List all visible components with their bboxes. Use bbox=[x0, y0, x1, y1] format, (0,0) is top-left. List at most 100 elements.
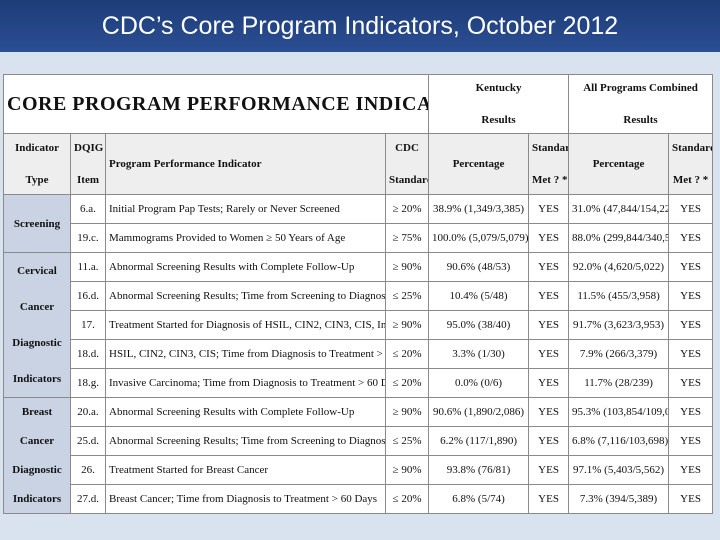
column-header: DQIG Item bbox=[70, 133, 106, 195]
ky-percentage: 100.0% (5,079/5,079) bbox=[428, 223, 530, 253]
indicator: Initial Program Pap Tests; Rarely or Nev… bbox=[105, 194, 386, 224]
header-text: Standard bbox=[672, 142, 713, 154]
type-line: Cervical bbox=[17, 265, 57, 277]
table-row: Cervical Cancer Diagnostic Indicators 11.a. A… bbox=[3, 252, 714, 398]
header-row: CORE PROGRAM PERFORMANCE INDICATORS Kent… bbox=[2, 74, 714, 134]
kentucky-header: Kentucky Results bbox=[428, 74, 570, 134]
indicator: Invasive Carcinoma; Time from Diagnosis … bbox=[105, 368, 386, 398]
table-row: 26. Treatment Started for Breast Cancer ≥ … bbox=[4, 455, 714, 485]
column-header: Standard Met ? * bbox=[528, 133, 570, 195]
header-text: Standard bbox=[532, 142, 568, 154]
all-met: YES bbox=[668, 339, 714, 369]
type-lines: Screening bbox=[5, 196, 70, 252]
all-percentage: 7.9% (266/3,379) bbox=[568, 339, 670, 369]
type-line: Breast bbox=[21, 406, 53, 419]
column-header: Percentage bbox=[568, 133, 670, 195]
standard: ≥ 20% bbox=[384, 194, 430, 224]
all-met: YES bbox=[668, 223, 714, 253]
all-header: All Programs Combined Results bbox=[568, 74, 714, 134]
standard: ≤ 20% bbox=[384, 484, 430, 514]
ky-percentage: 93.8% (76/81) bbox=[428, 455, 530, 485]
all-percentage: 97.1% (5,403/5,562) bbox=[568, 455, 670, 485]
table-title: CORE PROGRAM PERFORMANCE INDICATORS bbox=[2, 74, 430, 134]
ky-percentage: 38.9% (1,349/3,385) bbox=[428, 194, 530, 224]
all-percentage: 95.3% (103,854/109,026) bbox=[568, 397, 670, 427]
standard: ≥ 90% bbox=[384, 310, 430, 340]
table-row: 27.d. Breast Cancer; Time from Diagnosis … bbox=[4, 484, 714, 514]
header-text: All Programs Combined bbox=[583, 82, 698, 94]
indicator: Treatment Started for Breast Cancer bbox=[105, 455, 386, 485]
all-percentage: 11.7% (28/239) bbox=[568, 368, 670, 398]
type-lines: Cervical Cancer Diagnostic Indicators bbox=[5, 254, 70, 397]
type-line: Cancer bbox=[19, 301, 55, 313]
indicator-type: Cervical Cancer Diagnostic Indicators bbox=[3, 252, 71, 398]
ky-percentage: 95.0% (38/40) bbox=[428, 310, 530, 340]
indicator: Abnormal Screening Results; Time from Sc… bbox=[105, 426, 386, 456]
table-row: 18.d. HSIL, CIN2, CIN3, CIS; Time from Di… bbox=[4, 339, 714, 369]
standard: ≤ 25% bbox=[384, 281, 430, 311]
header-text: Item bbox=[77, 174, 99, 186]
type-line: Indicators bbox=[12, 373, 62, 385]
indicator: HSIL, CIN2, CIN3, CIS; Time from Diagnos… bbox=[105, 339, 386, 369]
all-met: YES bbox=[668, 310, 714, 340]
header-text: DQIG bbox=[74, 142, 104, 154]
item: 17. bbox=[70, 310, 106, 340]
all-met: YES bbox=[668, 484, 714, 514]
all-met: YES bbox=[668, 455, 714, 485]
type-line: Screening bbox=[13, 217, 61, 230]
ky-percentage: 6.2% (117/1,890) bbox=[428, 426, 530, 456]
table-row: 19.c. Mammograms Provided to Women ≥ 50 Y… bbox=[4, 223, 714, 253]
indicator-type: Breast Cancer Diagnostic Indicators bbox=[3, 397, 71, 514]
all-percentage: 88.0% (299,844/340,553) bbox=[568, 223, 670, 253]
item: 11.a. bbox=[70, 252, 106, 282]
table-wrap: CORE PROGRAM PERFORMANCE INDICATORS Kent… bbox=[2, 74, 714, 514]
type-line: Indicators bbox=[12, 492, 62, 505]
header-text: Met ? * bbox=[672, 174, 709, 186]
standard: ≤ 20% bbox=[384, 339, 430, 369]
column-header-row: Indicator Type DQIG Item Program Performan… bbox=[3, 133, 714, 195]
all-percentage: 6.8% (7,116/103,698) bbox=[568, 426, 670, 456]
item: 18.d. bbox=[70, 339, 106, 369]
column-header: Program Performance Indicator bbox=[105, 133, 386, 195]
all-met: YES bbox=[668, 397, 714, 427]
ky-met: YES bbox=[528, 426, 570, 456]
all-percentage: 7.3% (394/5,389) bbox=[568, 484, 670, 514]
standard: ≥ 90% bbox=[384, 252, 430, 282]
all-met: YES bbox=[668, 252, 714, 282]
ky-percentage: 3.3% (1/30) bbox=[428, 339, 530, 369]
header-text: Standard bbox=[389, 174, 428, 186]
type-line: Cancer bbox=[19, 435, 55, 448]
item: 25.d. bbox=[70, 426, 106, 456]
standard: ≥ 90% bbox=[384, 397, 430, 427]
ky-percentage: 90.6% (48/53) bbox=[428, 252, 530, 282]
ky-percentage: 6.8% (5/74) bbox=[428, 484, 530, 514]
column-header: CDC Standard bbox=[384, 133, 430, 195]
ky-met: YES bbox=[528, 223, 570, 253]
indicator-type: Screening bbox=[3, 194, 71, 253]
standard: ≥ 90% bbox=[384, 455, 430, 485]
ky-met: YES bbox=[528, 484, 570, 514]
table-row: 18.g. Invasive Carcinoma; Time from Diagn… bbox=[4, 368, 714, 398]
type-lines: Breast Cancer Diagnostic Indicators bbox=[5, 399, 70, 513]
indicator-table: CORE PROGRAM PERFORMANCE INDICATORS Kent… bbox=[2, 74, 714, 514]
item: 16.d. bbox=[70, 281, 106, 311]
ky-met: YES bbox=[528, 281, 570, 311]
table-row: Breast Cancer Diagnostic Indicators 20.a. Abn… bbox=[3, 397, 714, 514]
header-text: Type bbox=[25, 174, 49, 186]
ky-met: YES bbox=[528, 252, 570, 282]
item: 20.a. bbox=[70, 397, 106, 427]
table-row: Screening 6.a. Initial Program Pap Tests; … bbox=[3, 194, 714, 253]
column-header: Indicator Type bbox=[3, 133, 71, 195]
ky-met: YES bbox=[528, 397, 570, 427]
indicator: Treatment Started for Diagnosis of HSIL,… bbox=[105, 310, 386, 340]
standard: ≤ 25% bbox=[384, 426, 430, 456]
ky-met: YES bbox=[528, 194, 570, 224]
column-header: Standard Met ? * bbox=[668, 133, 714, 195]
ky-met: YES bbox=[528, 368, 570, 398]
table-row: 25.d. Abnormal Screening Results; Time fr… bbox=[4, 426, 714, 456]
title-bar: CDC’s Core Program Indicators, October 2… bbox=[0, 0, 720, 52]
all-met: YES bbox=[668, 368, 714, 398]
all-percentage: 91.7% (3,623/3,953) bbox=[568, 310, 670, 340]
table-row: 17. Treatment Started for Diagnosis of HS… bbox=[4, 310, 714, 340]
